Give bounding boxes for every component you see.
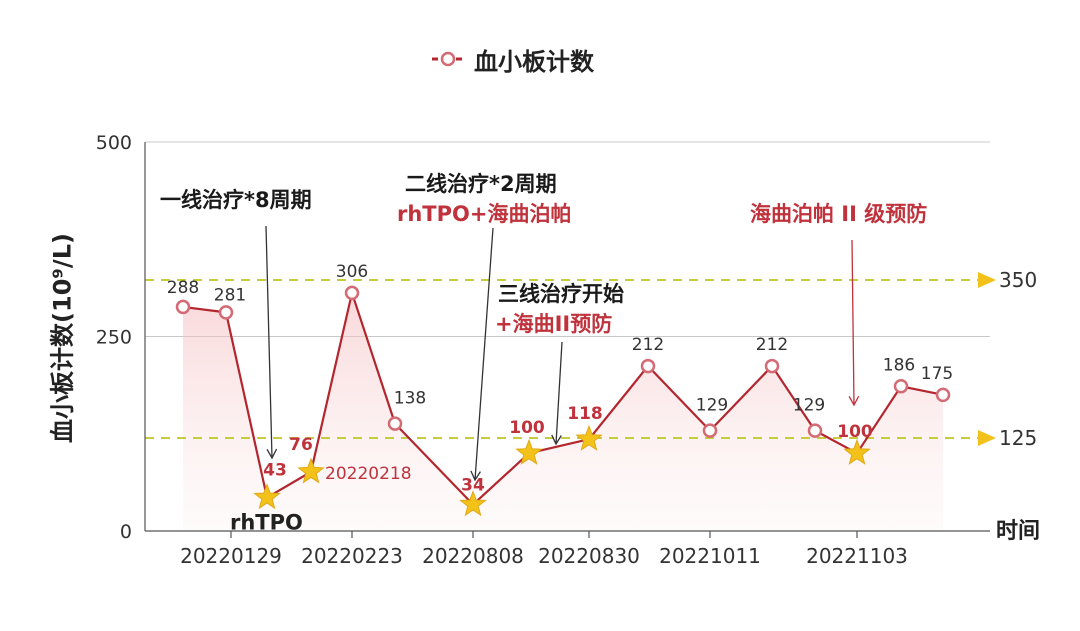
- x-tick-label: 20221103: [806, 544, 908, 568]
- series-line: [182, 291, 944, 506]
- data-label: 281: [214, 285, 246, 305]
- legend-label: 血小板计数: [474, 47, 594, 76]
- data-label: 175: [921, 364, 953, 384]
- annotation-arrow: [265, 225, 273, 459]
- star-point: [843, 438, 871, 465]
- y-tick-label: 0: [120, 521, 132, 543]
- legend: 血小板计数: [430, 42, 594, 76]
- star-point: [515, 438, 543, 465]
- data-point: [702, 423, 718, 438]
- reference-line-label: 125: [999, 426, 1037, 450]
- data-point: [344, 285, 360, 301]
- data-label: 129: [696, 396, 728, 416]
- data-point: [935, 387, 951, 403]
- data-label: 34: [461, 476, 485, 496]
- arrowhead-icon: [551, 434, 562, 446]
- data-label: 288: [167, 278, 199, 298]
- data-label: 100: [509, 418, 545, 438]
- data-label: 186: [883, 355, 915, 375]
- annotation-third-line-drug: +海曲II预防: [495, 312, 613, 336]
- annotation-third-line: 三线治疗开始: [498, 282, 624, 306]
- data-point: [893, 379, 909, 394]
- data-point: [807, 423, 823, 438]
- data-point: [218, 305, 234, 320]
- annotation-first-line: 一线治疗*8周期: [160, 188, 312, 212]
- data-label: 306: [336, 262, 368, 282]
- data-label: 100: [837, 422, 873, 442]
- point-annotation-date: 20220218: [325, 464, 412, 484]
- arrowhead-icon: [470, 470, 481, 482]
- annotation-arrow: [555, 341, 563, 445]
- data-label: 129: [793, 396, 825, 416]
- x-tick-label: 20220808: [422, 544, 524, 568]
- data-point: [764, 358, 780, 374]
- star-point: [297, 457, 325, 484]
- arrowhead-icon: [266, 448, 278, 460]
- data-label: 118: [567, 404, 603, 424]
- y-tick-label: 500: [96, 132, 132, 154]
- area-fill: [183, 292, 943, 531]
- y-tick-label: 250: [96, 327, 132, 349]
- star-point: [575, 424, 603, 451]
- reference-line-label: 350: [999, 268, 1037, 292]
- legend-marker-icon: [432, 51, 464, 67]
- annotation-second-line: 二线治疗*2周期: [405, 172, 557, 196]
- star-point: [253, 483, 281, 510]
- star-point: [459, 490, 487, 517]
- data-point: [175, 299, 191, 315]
- annotation-prevention: 海曲泊帕 II 级预防: [750, 202, 928, 226]
- data-point: [387, 416, 403, 431]
- reference-arrow-icon: [978, 272, 996, 288]
- x-tick-label: 20220223: [301, 544, 403, 568]
- point-annotation-rhtpo: rhTPO: [230, 511, 303, 535]
- annotation-arrow: [851, 239, 855, 406]
- x-axis-label: 时间: [996, 519, 1040, 544]
- data-label: 212: [756, 335, 788, 355]
- annotation-arrow: [474, 227, 494, 481]
- x-tick-label: 20221011: [659, 544, 761, 568]
- data-point: [640, 358, 656, 374]
- data-label: 138: [394, 389, 426, 409]
- data-label: 212: [632, 335, 664, 355]
- x-tick-label: 20220830: [538, 544, 640, 568]
- x-tick-label: 20220129: [180, 544, 282, 568]
- annotation-second-line-drug: rhTPO+海曲泊帕: [397, 202, 572, 226]
- data-label: 76: [289, 435, 313, 455]
- y-axis-label: 血小板计数(10⁹/L): [48, 233, 77, 443]
- arrowhead-icon: [848, 395, 860, 407]
- reference-arrow-icon: [978, 430, 996, 446]
- data-label: 43: [263, 461, 287, 481]
